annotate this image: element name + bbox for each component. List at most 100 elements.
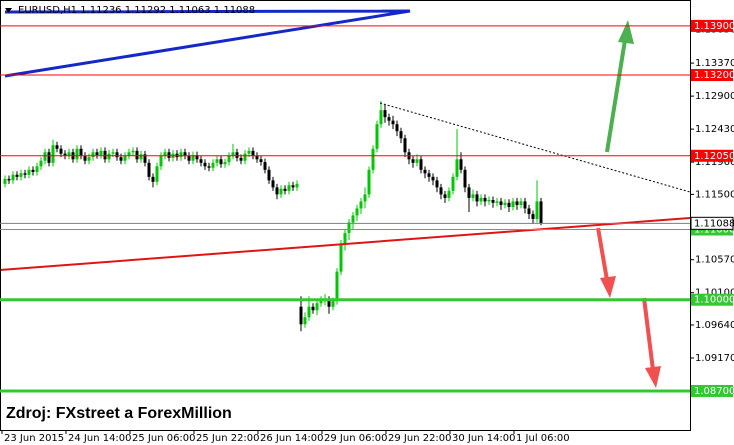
candle-body: [427, 173, 431, 177]
candle-body: [447, 190, 451, 198]
y-tick-label: 1.13370: [695, 58, 734, 69]
candle-body: [527, 208, 531, 215]
candle-body: [123, 155, 127, 161]
candle-body: [367, 169, 371, 195]
candle-body: [299, 306, 303, 325]
x-tick-label: 26 Jun 14:00: [260, 433, 324, 444]
candle-body: [415, 159, 419, 163]
candle-body: [503, 202, 507, 205]
candle-body: [379, 110, 383, 125]
menu-icon: [5, 8, 12, 13]
level-label-bg: [691, 19, 733, 32]
candle-body: [499, 201, 503, 205]
candle-body: [151, 176, 155, 182]
candle-body: [35, 166, 39, 172]
candle-body: [375, 124, 379, 149]
candle-body: [203, 162, 207, 167]
x-tick-label: 1 Jul 06:00: [516, 433, 570, 444]
candle-body: [303, 317, 307, 325]
source-note: Zdroj: FXstreet a ForexMillion: [6, 405, 232, 422]
candle-body: [119, 157, 123, 161]
candle-body: [315, 303, 319, 311]
level-label: 1.11000: [694, 224, 734, 235]
candle-body: [343, 233, 347, 244]
candle-body: [467, 187, 471, 198]
candle-body: [159, 155, 163, 167]
y-tick-label: 1.11500: [695, 189, 734, 200]
candle-body: [267, 169, 271, 181]
candle-body: [307, 306, 311, 318]
x-tick-label: 24 Jun 14:00: [68, 433, 132, 444]
candle-body: [79, 148, 83, 156]
last-price-label: 1.11088: [694, 218, 734, 229]
plot-border: [0, 0, 691, 431]
candle-body: [235, 152, 239, 158]
candle-body: [531, 214, 535, 219]
candle-body: [327, 299, 331, 307]
candle-body: [103, 150, 107, 160]
candle-body: [291, 185, 295, 188]
candle-body: [275, 187, 279, 195]
trend-channel: [4, 9, 411, 78]
candle-body: [155, 166, 159, 182]
y-tick-label: 1.09640: [695, 320, 734, 331]
plot-marks: [3, 101, 543, 332]
candle-body: [7, 178, 11, 181]
candle-body: [255, 155, 259, 160]
candle-body: [83, 155, 87, 161]
candle-body: [131, 150, 135, 153]
candle-body: [355, 208, 359, 216]
candle-body: [387, 117, 391, 121]
candle-body: [19, 173, 23, 177]
candle-body: [215, 159, 219, 163]
candle-body: [363, 194, 367, 202]
candle-body: [147, 162, 151, 177]
candle-body: [211, 162, 215, 168]
candle-body: [3, 178, 7, 184]
x-tick-label: 30 Jun 14:00: [452, 433, 516, 444]
candle-body: [463, 169, 467, 188]
candle-body: [319, 301, 323, 304]
candle-body: [411, 159, 415, 163]
candle-body: [135, 150, 139, 160]
candle-body: [383, 110, 387, 118]
level-label: 1.08700: [694, 386, 734, 397]
candle-body: [287, 185, 291, 191]
candle-body: [163, 152, 167, 156]
x-tick-label: 23 Jun 2015: [4, 433, 64, 444]
candle-body: [91, 152, 95, 158]
candle-body: [223, 162, 227, 165]
candle-body: [435, 180, 439, 188]
level-label: 1.10000: [694, 295, 734, 306]
candle-body: [187, 155, 191, 161]
candle-body: [247, 150, 251, 154]
candle-body: [439, 187, 443, 195]
level-label-bg: [691, 69, 733, 82]
candle-body: [391, 120, 395, 125]
candle-body: [263, 162, 267, 170]
y-tick-label: 1.12430: [695, 124, 734, 135]
chart-title: EURUSD,H1 1.11236 1.11292 1.11063 1.1108…: [18, 5, 255, 16]
candle-body: [535, 201, 539, 219]
candle-body: [395, 124, 399, 132]
candle-body: [455, 159, 459, 177]
candle-body: [451, 176, 455, 191]
candle-body: [47, 152, 51, 163]
level-label-bg: [691, 384, 733, 397]
candle-body: [487, 200, 491, 202]
candle-body: [227, 155, 231, 163]
candle-body: [87, 157, 91, 161]
candle-body: [359, 201, 363, 209]
candle-body: [207, 166, 211, 168]
x-tick-label: 29 Jun 22:00: [388, 433, 452, 444]
candle-body: [115, 152, 119, 158]
candle-body: [43, 152, 47, 161]
level-label: 1.12050: [694, 151, 734, 162]
candle-body: [295, 183, 299, 188]
level-label: 1.13200: [694, 70, 734, 81]
candle-body: [431, 176, 435, 181]
y-tick-label: 1.10100: [695, 288, 734, 299]
candle-body: [27, 169, 31, 175]
